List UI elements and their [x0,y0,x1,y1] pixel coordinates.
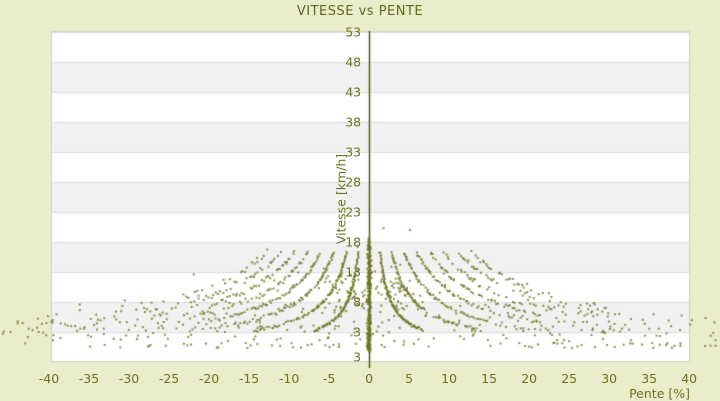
x-tick-label: -20 [198,371,220,386]
y-tick-label: 43 [345,84,362,100]
y-tick-label: 3 [353,324,362,340]
x-tick-label: 25 [561,371,578,386]
x-tick-label: -25 [158,371,180,386]
x-tick-label: 15 [481,371,498,386]
y-tick-label: 8 [353,294,362,310]
y-tick-label: 53 [345,24,362,40]
y-tick-label: 38 [345,114,362,130]
x-axis-title: Pente [%] [629,386,690,401]
chart-title: VITESSE vs PENTE [296,4,424,19]
x-tick-label: -15 [238,371,260,386]
x-tick-label: -40 [38,371,60,386]
y-axis-end-label: 3 [353,349,362,365]
x-tick-label: -35 [78,371,100,386]
x-tick-label: 20 [521,371,538,386]
x-tick-label: -30 [118,371,140,386]
x-tick-label: 10 [441,371,458,386]
x-tick-label: 5 [405,371,414,386]
y-tick-label: 18 [345,234,362,250]
x-tick-label: 30 [601,371,618,386]
y-tick-label: 23 [345,204,362,220]
x-tick-label: 0 [365,371,374,386]
y-tick-label: 13 [345,264,362,280]
y-tick-label: 28 [345,174,362,190]
x-tick-label: 35 [641,371,658,386]
y-tick-label: 48 [345,54,362,70]
y-axis-title: Vitesse [km/h] [333,153,349,245]
x-tick-label: 40 [681,371,698,386]
x-tick-label: -5 [322,371,336,386]
y-tick-label: 33 [345,144,362,160]
x-tick-label: -10 [278,371,300,386]
